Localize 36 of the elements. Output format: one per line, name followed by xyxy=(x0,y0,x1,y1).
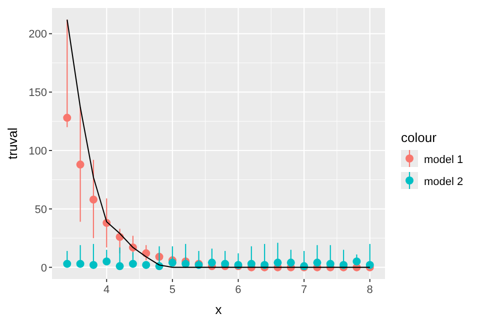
y-axis-title: truval xyxy=(5,128,20,160)
point xyxy=(116,262,124,270)
point xyxy=(221,260,230,268)
x-tick-label: 4 xyxy=(104,284,110,296)
point xyxy=(182,260,190,268)
point xyxy=(366,260,374,269)
point xyxy=(326,260,334,268)
point xyxy=(247,260,256,268)
point xyxy=(76,160,84,169)
point xyxy=(313,258,322,267)
point xyxy=(63,114,72,122)
y-tick-label: 50 xyxy=(34,204,47,216)
legend-label: model 2 xyxy=(424,176,464,188)
legend-title: colour xyxy=(401,130,438,145)
y-tick-label: 150 xyxy=(28,87,47,100)
point xyxy=(352,257,361,266)
x-axis-title: x xyxy=(215,302,222,317)
point xyxy=(208,258,216,267)
point xyxy=(63,260,72,268)
x-tick-label: 5 xyxy=(169,284,176,296)
point xyxy=(89,260,98,269)
point xyxy=(76,260,84,268)
point xyxy=(274,258,282,267)
point xyxy=(286,258,295,267)
point xyxy=(89,196,98,204)
x-tick-label: 8 xyxy=(366,284,373,296)
y-tick-label: 200 xyxy=(28,28,47,41)
y-tick-label: 100 xyxy=(28,146,47,158)
point xyxy=(168,258,176,267)
x-tick-label: 6 xyxy=(235,284,242,296)
legend-label: model 1 xyxy=(424,154,464,166)
x-tick-label: 7 xyxy=(300,284,308,296)
point xyxy=(128,260,137,268)
y-tick-label: 0 xyxy=(40,262,47,274)
point xyxy=(102,257,111,266)
point xyxy=(142,260,150,269)
